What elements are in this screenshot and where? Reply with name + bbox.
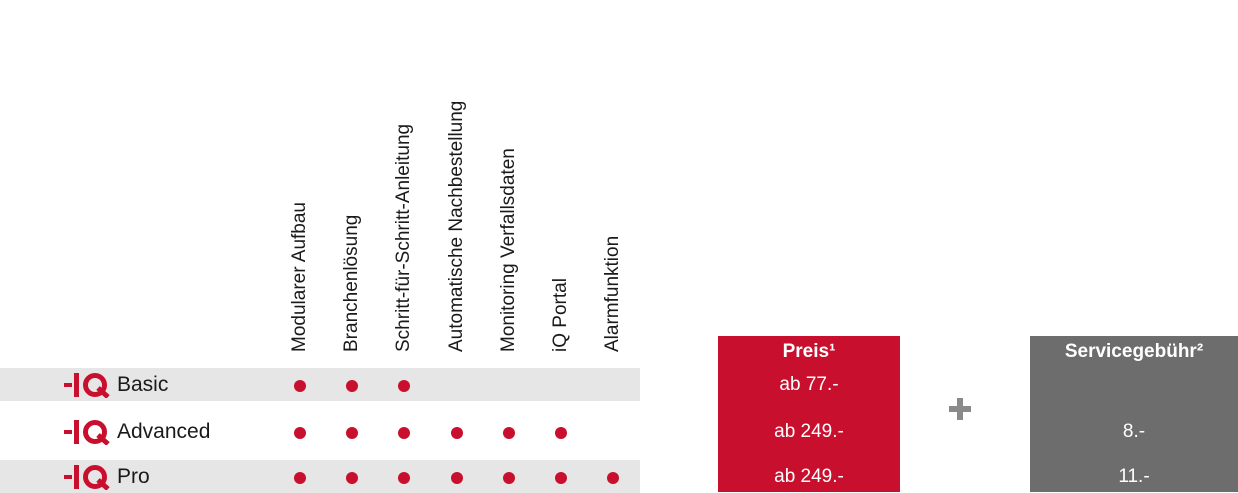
price: ab 249.- xyxy=(774,466,844,487)
feature-header: Automatische Nachbestellung xyxy=(445,100,467,352)
service-fee: 11.- xyxy=(1118,466,1150,487)
plan-name: Advanced xyxy=(117,420,211,443)
feature-dot xyxy=(346,380,359,392)
plan-name: Basic xyxy=(117,373,169,396)
price: ab 77.- xyxy=(779,374,839,395)
logo xyxy=(64,420,110,445)
service-header: Servicegebühr² xyxy=(1064,341,1204,362)
feature-dot xyxy=(294,472,306,484)
feature-dot xyxy=(502,427,515,439)
feature-header: Alarmfunktion xyxy=(602,235,624,352)
feature-dot xyxy=(555,472,567,484)
feature-dot xyxy=(346,427,359,439)
logo xyxy=(64,465,110,490)
feature-dot xyxy=(607,472,620,484)
plan-name: Pro xyxy=(117,465,150,488)
feature-header: Branchenlösung xyxy=(341,214,363,352)
plus-icon xyxy=(949,398,971,420)
feature-dot xyxy=(398,427,411,439)
logo xyxy=(64,373,110,398)
feature-header: Modularer Aufbau xyxy=(289,202,310,352)
feature-header: Monitoring Verfallsdaten xyxy=(497,148,519,352)
feature-dot xyxy=(450,472,463,484)
feature-header: Schritt-für-Schritt-Anleitung xyxy=(393,123,415,352)
feature-dot xyxy=(294,427,306,439)
feature-dot xyxy=(398,472,411,484)
feature-dot xyxy=(294,380,306,392)
price-box: Preis¹ ab 77.- ab 249.- ab 249.- xyxy=(718,336,900,492)
feature-dot xyxy=(450,427,463,439)
service-fee: 8.- xyxy=(1122,421,1146,442)
price: ab 249.- xyxy=(774,421,844,442)
service-box: Servicegebühr² 8.- 11.- xyxy=(1030,336,1238,492)
feature-dot xyxy=(555,427,567,439)
price-header: Preis¹ xyxy=(782,341,836,362)
feature-dot xyxy=(346,472,359,484)
feature-dot xyxy=(398,380,411,392)
feature-header: iQ Portal xyxy=(550,278,571,352)
feature-dot xyxy=(502,472,515,484)
